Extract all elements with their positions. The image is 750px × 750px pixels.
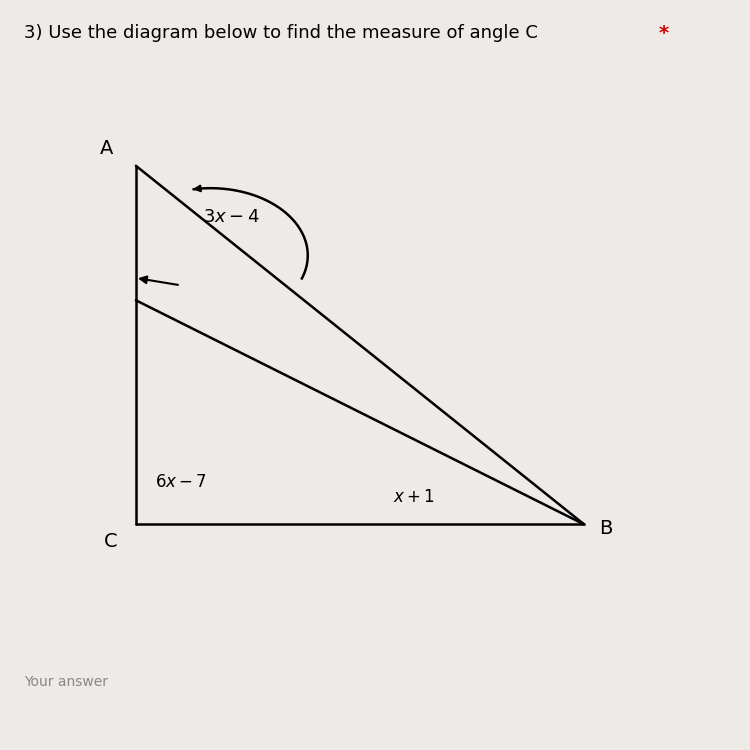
- Text: $6x-7$: $6x-7$: [154, 472, 206, 490]
- Text: Your answer: Your answer: [24, 675, 108, 688]
- Text: $x+1$: $x+1$: [393, 488, 435, 506]
- Text: A: A: [100, 140, 113, 158]
- Text: *: *: [659, 24, 669, 43]
- Text: C: C: [104, 532, 117, 551]
- Text: $3x-4$: $3x-4$: [203, 208, 259, 226]
- Text: B: B: [599, 519, 613, 538]
- Text: 3) Use the diagram below to find the measure of angle C: 3) Use the diagram below to find the mea…: [24, 24, 538, 42]
